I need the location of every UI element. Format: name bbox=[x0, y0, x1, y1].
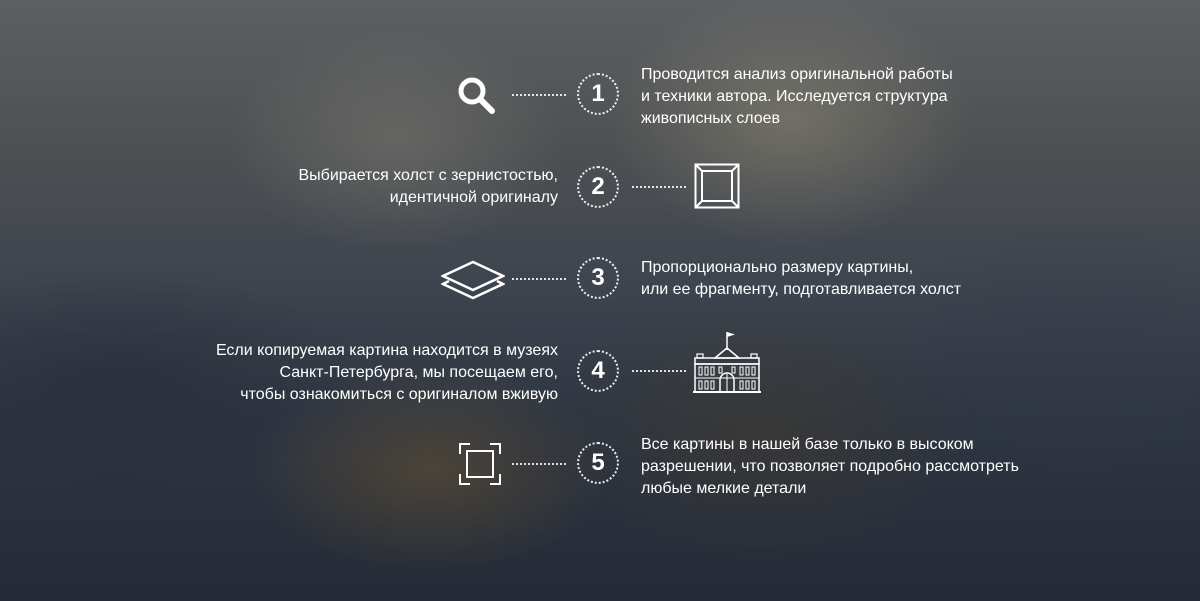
step-4-number: 4 bbox=[577, 350, 619, 392]
search-icon bbox=[456, 75, 498, 117]
step-3-number: 3 bbox=[577, 257, 619, 299]
step-2-connector bbox=[632, 186, 686, 188]
museum-building-icon bbox=[693, 330, 761, 396]
step-2-text: Выбирается холст с зернистостью, идентич… bbox=[298, 167, 559, 206]
step-2-number: 2 bbox=[577, 166, 619, 208]
step-3-text: Пропорционально размеру картины, или ее … bbox=[641, 259, 962, 298]
step-5-number: 5 bbox=[577, 442, 619, 484]
step-4: Если копируемая картина находится в музе… bbox=[0, 332, 1200, 403]
layers-icon bbox=[441, 260, 505, 300]
step-1-text: Проводится анализ оригинальной работы и … bbox=[641, 66, 953, 127]
step-3-connector bbox=[512, 278, 566, 280]
step-1-number: 1 bbox=[577, 73, 619, 115]
step-4-connector bbox=[632, 370, 686, 372]
step-1: 1 Проводится анализ оригинальной работы … bbox=[0, 64, 1200, 127]
focus-frame-icon bbox=[458, 442, 502, 486]
step-1-connector bbox=[512, 94, 566, 96]
step-4-text: Если копируемая картина находится в музе… bbox=[215, 342, 558, 403]
step-3: 3 Пропорционально размеру картины, или е… bbox=[0, 249, 1200, 309]
step-5: 5 Все картины в нашей базе только в высо… bbox=[0, 434, 1200, 497]
step-2: Выбирается холст с зернистостью, идентич… bbox=[0, 157, 1200, 217]
step-5-text: Все картины в нашей базе только в высоко… bbox=[641, 436, 1019, 497]
canvas-frame-icon bbox=[694, 163, 740, 209]
step-5-connector bbox=[512, 463, 566, 465]
